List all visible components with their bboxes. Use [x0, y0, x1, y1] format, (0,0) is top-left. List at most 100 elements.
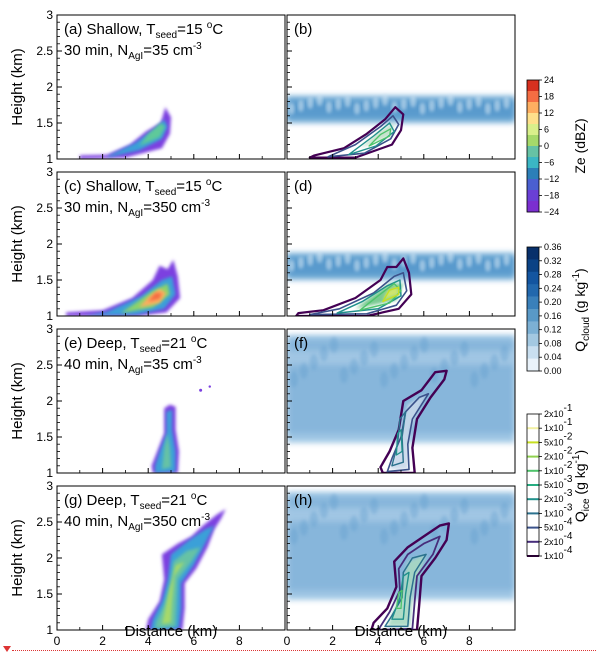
y-tick-label: 3 — [46, 479, 53, 493]
ze-region — [139, 123, 166, 146]
x-tick-label: 0 — [54, 634, 61, 648]
colorbar-tick: 24 — [544, 75, 554, 85]
colorbar-tick: 2x10-2 — [544, 446, 573, 462]
colorbar-title: Qice (g kg-1) — [571, 450, 592, 522]
colorbar-swatch — [527, 135, 539, 147]
colorbar-swatch — [527, 428, 539, 443]
colorbar-swatch — [527, 190, 539, 202]
panel-f: (f) — [286, 328, 516, 474]
colorbar-swatch — [527, 168, 539, 180]
panel-label-line1: (a) Shallow, Tseed=15 oC — [64, 20, 223, 41]
colorbar-swatch — [527, 513, 539, 528]
qice-contour — [336, 279, 402, 314]
colorbar-swatch — [527, 102, 539, 114]
x-tick-label: 8 — [236, 634, 243, 648]
colorbar-tick: 1x10-4 — [544, 545, 573, 561]
colorbar-tick: 2x10-1 — [544, 403, 573, 419]
ze-region — [161, 561, 185, 625]
ze-region — [155, 409, 176, 473]
colorbar-tick: −6 — [544, 158, 554, 168]
colorbar-swatch — [527, 201, 539, 213]
panel-label-line1: (e) Deep, Tseed=21 oC — [64, 334, 207, 355]
panel-label-line1: (c) Shallow, Tseed=15 oC — [64, 177, 222, 198]
y-tick-label: 2.5 — [36, 358, 53, 372]
qice-contour — [382, 286, 400, 303]
colorbar-swatch — [527, 470, 539, 486]
y-tick-label: 1 — [46, 623, 53, 637]
y-tick-label: 1 — [46, 152, 53, 166]
y-tick-label: 1 — [46, 309, 53, 323]
qice-contour — [309, 272, 408, 316]
colorbar-tick: 5x10-3 — [544, 474, 573, 490]
colorbar-swatch — [527, 247, 539, 260]
colorbar-swatch — [527, 296, 539, 310]
colorbar-tick: 0.24 — [544, 283, 562, 293]
colorbar-swatch — [527, 358, 539, 372]
y-tick-label: 1.5 — [36, 430, 53, 444]
colorbar-title: Ze (dBZ) — [572, 118, 588, 173]
panel-label: (f) — [294, 335, 308, 352]
colorbar-tick: 0.28 — [544, 270, 562, 280]
x-tick-label: 6 — [190, 634, 197, 648]
colorbar-swatch — [527, 113, 539, 125]
colorbar-swatch — [527, 91, 539, 103]
panel-label-line2: 40 min, NAgI=350 cm-3 — [64, 512, 211, 533]
colorbar-tick: 1x10-2 — [544, 460, 573, 476]
colorbar-swatch — [527, 541, 539, 557]
x-axis-label: Distance (km) — [355, 623, 448, 640]
x-tick-label: 4 — [145, 634, 152, 648]
colorbar-swatch — [527, 499, 539, 514]
colorbar-swatch — [527, 485, 539, 500]
colorbar-swatch — [527, 157, 539, 169]
qice-contour — [395, 429, 403, 456]
y-tick-label: 2.5 — [36, 201, 53, 215]
y-tick-label: 1.5 — [36, 587, 53, 601]
y-tick-label: 3 — [46, 165, 53, 179]
colorbar-tick: 2x10-3 — [544, 488, 573, 504]
panel-b: (b) — [286, 14, 516, 160]
colorbar-tick: 5x10-4 — [544, 517, 573, 533]
colorbar-tick: 0.20 — [544, 297, 562, 307]
y-tick-label: 3 — [46, 8, 53, 22]
colorbar-tick: −24 — [544, 207, 559, 217]
panel-label-line2: 30 min, NAgI=350 cm-3 — [64, 198, 211, 219]
colorbar-swatch — [527, 442, 539, 457]
qice-contour — [368, 128, 392, 147]
colorbar-swatch — [527, 284, 539, 297]
colorbar-swatch — [527, 146, 539, 158]
colorbar-tick: 0.12 — [544, 325, 562, 335]
colorbar-tick: 1x10-3 — [544, 502, 573, 518]
x-tick-label: 4 — [375, 634, 382, 648]
colorbar-tick: 0.16 — [544, 311, 562, 321]
x-tick-label: 2 — [99, 634, 106, 648]
colorbar-swatch — [527, 346, 539, 359]
panel-label-line2: 40 min, NAgI=35 cm-3 — [64, 355, 202, 376]
y-tick-label: 3 — [46, 322, 53, 336]
colorbar-tick: 5x10-2 — [544, 431, 573, 447]
colorbar-tick: 6 — [544, 125, 549, 135]
panel-label-line2: 30 min, NAgI=35 cm-3 — [64, 41, 202, 62]
x-tick-label: 8 — [466, 634, 473, 648]
y-tick-label: 2 — [46, 237, 53, 251]
qice-contour — [370, 522, 451, 630]
colorbar-swatch — [527, 259, 539, 273]
colorbar-tick: 0.08 — [544, 338, 562, 348]
ze-region — [161, 433, 171, 470]
panel-d: (d) — [286, 171, 516, 317]
colorbar-tick: 0 — [544, 141, 549, 151]
qice-contour — [379, 369, 448, 473]
y-tick-label: 2.5 — [36, 515, 53, 529]
qice-contour — [395, 589, 403, 610]
colorbar-tick: 0.32 — [544, 256, 562, 266]
y-axis-label: Height (km) — [9, 362, 26, 440]
bottom-dotted-rule — [12, 650, 596, 651]
qice-contour — [327, 115, 400, 158]
y-tick-label: 2 — [46, 80, 53, 94]
colorbar-tick: 0.36 — [544, 242, 562, 252]
colorbar-tick: 0.00 — [544, 366, 562, 376]
colorbar-swatch — [527, 309, 539, 322]
